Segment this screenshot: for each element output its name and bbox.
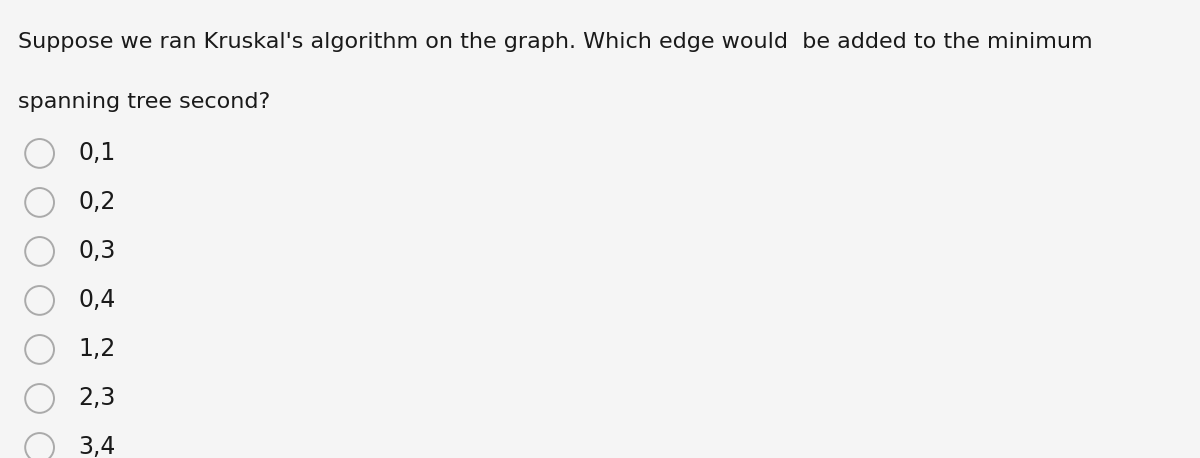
Text: 2,3: 2,3 xyxy=(78,387,115,410)
Text: 0,3: 0,3 xyxy=(78,240,115,263)
Text: spanning tree second?: spanning tree second? xyxy=(18,92,270,112)
Text: 1,2: 1,2 xyxy=(78,338,115,361)
Text: 0,1: 0,1 xyxy=(78,142,115,165)
Text: 3,4: 3,4 xyxy=(78,436,115,458)
Ellipse shape xyxy=(25,433,54,458)
Ellipse shape xyxy=(25,139,54,168)
Text: 0,4: 0,4 xyxy=(78,289,115,312)
Ellipse shape xyxy=(25,384,54,413)
Text: 0,2: 0,2 xyxy=(78,191,115,214)
Ellipse shape xyxy=(25,237,54,266)
Ellipse shape xyxy=(25,286,54,315)
Ellipse shape xyxy=(25,335,54,364)
Text: Suppose we ran Kruskal's algorithm on the graph. Which edge would  be added to t: Suppose we ran Kruskal's algorithm on th… xyxy=(18,32,1093,52)
Ellipse shape xyxy=(25,188,54,217)
